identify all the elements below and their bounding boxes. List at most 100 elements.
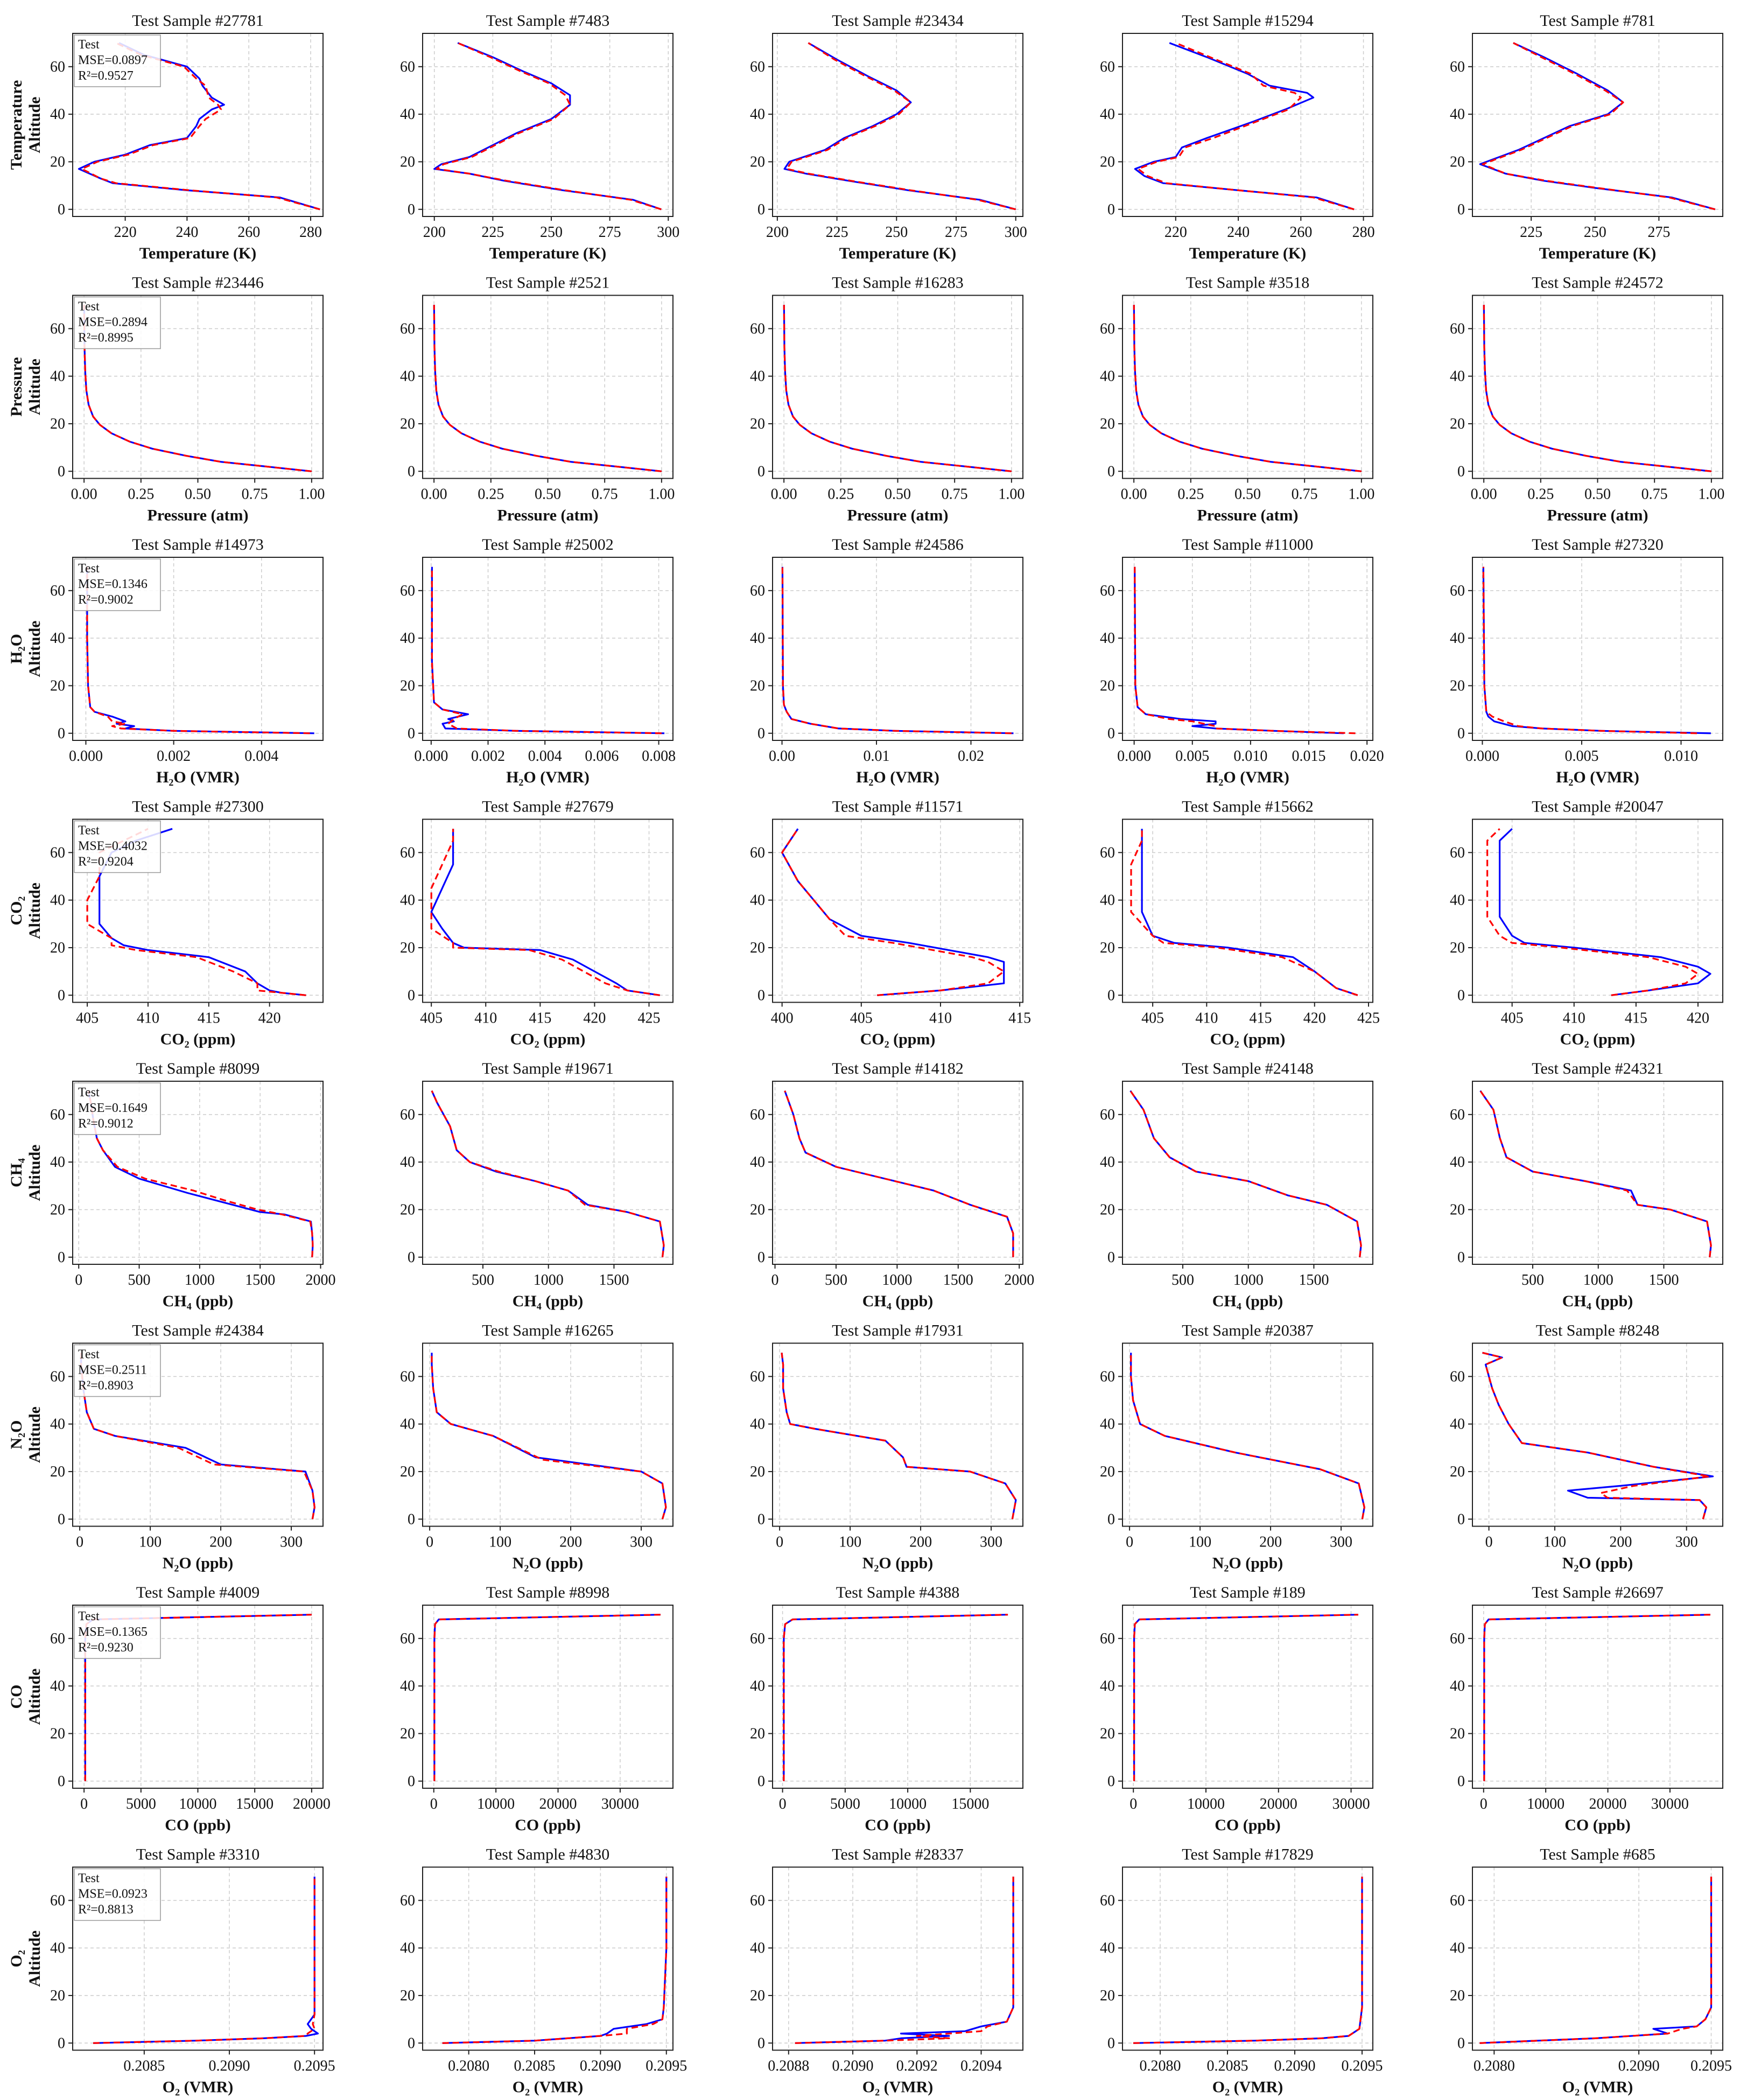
prediction-line [431,1090,665,1257]
x-axis-label: CH₄ (ppb) [513,1292,584,1310]
x-axis-label: O₂ (VMR) [163,2078,233,2096]
plot-frame [422,1605,673,1789]
y-tick-label: 60 [1100,1368,1115,1385]
legend-metric: R²=0.8813 [78,1903,134,1917]
prediction-line [81,42,320,211]
y-tick-label: 0 [58,201,65,218]
x-tick-label: 0 [776,1534,783,1551]
truth-line [442,1877,668,2044]
subplot-title: Test Sample #11000 [1182,536,1313,554]
subplot-title: Test Sample #16265 [482,1322,614,1340]
legend-frame [74,1868,161,1921]
y-tick-label: 60 [750,1368,765,1385]
legend-frame [74,820,161,873]
x-tick-label: 300 [630,1534,653,1551]
y-tick-label: 20 [50,153,65,170]
x-axis-label: CH₄ (ppb) [1562,1292,1633,1310]
y-tick-label: 40 [1450,630,1465,647]
truth-line [1129,1090,1362,1257]
x-tick-label: 0.000 [69,748,103,765]
y-tick-label: 60 [750,1107,765,1123]
x-tick-label: 500 [128,1272,151,1289]
truth-line [1133,1877,1363,2044]
y-tick-label: 60 [1100,1892,1115,1909]
legend-metric: MSE=0.1365 [78,1625,148,1639]
x-tick-label: 200 [559,1534,582,1551]
y-tick-label: 20 [1450,153,1465,170]
x-tick-label: 0.000 [1465,748,1499,765]
subplot-r3-c1: 0.000 0.002 0.004 0 20 40 60 Test Sample #14973… [50,536,324,786]
x-tick-label: 415 [198,1010,220,1027]
x-axis-label: Temperature (K) [139,244,256,262]
y-axis-label: Altitude [26,1406,44,1463]
truth-line [1479,1877,1713,2044]
y-tick-label: 20 [400,416,415,432]
plot-frame [1472,557,1723,741]
y-tick-label: 20 [1100,1201,1115,1218]
plot-frame [1122,1605,1373,1789]
x-tick-label: 1000 [1583,1272,1613,1289]
legend-frame [74,296,161,349]
x-tick-label: 20000 [1260,1796,1297,1812]
truth-line [433,1614,661,1781]
y-tick-label: 0 [58,987,65,1004]
y-tick-label: 60 [50,1630,65,1647]
x-tick-label: 0.25 [827,486,854,503]
x-tick-label: 1500 [1648,1272,1679,1289]
subplot-title: Test Sample #24321 [1532,1060,1664,1077]
x-tick-label: 275 [945,224,967,241]
x-tick-label: 0.50 [185,486,211,503]
prediction-line [1129,1090,1362,1257]
y-tick-label: 20 [1100,416,1115,432]
x-tick-label: 1.00 [1698,486,1724,503]
x-axis-label: CO₂ (ppm) [1560,1031,1636,1048]
subplot-title: Test Sample #27781 [132,12,264,30]
x-axis-label: CH₄ (ppb) [163,1292,234,1310]
truth-line [783,1614,1008,1781]
y-tick-label: 40 [750,630,765,647]
truth-line [1479,1090,1712,1257]
prediction-line [436,42,662,211]
y-tick-label: 0 [1107,1511,1115,1528]
y-tick-label: 0 [1457,987,1465,1004]
x-tick-label: 2000 [1004,1272,1034,1289]
subplot-title: Test Sample #2521 [486,274,610,292]
x-tick-label: 30000 [1332,1796,1370,1812]
x-tick-label: 0.25 [1527,486,1554,503]
y-tick-label: 0 [1107,725,1115,742]
prediction-line [795,1877,1014,2044]
y-tick-label: 40 [1100,630,1115,647]
y-tick-label: 20 [50,416,65,432]
x-tick-label: 1500 [1299,1272,1329,1289]
x-tick-label: 0 [1485,1534,1493,1551]
x-axis-label: Pressure (atm) [1547,507,1648,524]
y-tick-label: 60 [1100,583,1115,599]
legend-series-label: Test [78,562,100,576]
subplot-r2-c3: 0.00 0.25 0.50 0.75 1.00 0 20 40 60 Test Sample #… [750,274,1025,524]
y-tick-label: 60 [400,583,415,599]
y-tick-label: 60 [1450,1630,1465,1647]
subplot-r1-c1: 220 240 260 280 0 20 40 60 Test Sample #27781 Tem… [50,12,324,262]
row-label: CH₄ [8,1158,25,1187]
subplot-r7-c2: 0 10000 20000 30000 0 20 40 60 Test Sample #8998… [400,1584,673,1834]
y-tick-label: 20 [400,677,415,694]
prediction-line [431,566,662,734]
x-tick-label: 1.00 [998,486,1025,503]
x-tick-label: 1.00 [298,486,325,503]
subplot-title: Test Sample #3310 [136,1846,260,1864]
x-tick-label: 1500 [245,1272,275,1289]
y-tick-label: 40 [50,368,65,385]
row-label: H₂O [8,634,25,664]
subplot-r6-c1: 0 100 200 300 0 20 40 60 Test Sample #24384 N₂O (… [50,1322,324,1572]
subplot-title: Test Sample #17829 [1182,1846,1314,1864]
truth-line [1133,1614,1359,1781]
x-tick-label: 0.50 [1234,486,1261,503]
x-axis-label: Pressure (atm) [1197,507,1299,524]
prediction-line [785,42,1016,211]
subplot-r6-c5: 0 100 200 300 0 20 40 60 Test Sample #8248 N₂O (p… [1450,1322,1723,1572]
x-tick-label: 0.005 [1175,748,1209,765]
x-tick-label: 0.00 [771,486,797,503]
x-tick-label: 0 [426,1534,433,1551]
legend-series-label: Test [78,1348,100,1362]
x-tick-label: 0.002 [471,748,505,765]
